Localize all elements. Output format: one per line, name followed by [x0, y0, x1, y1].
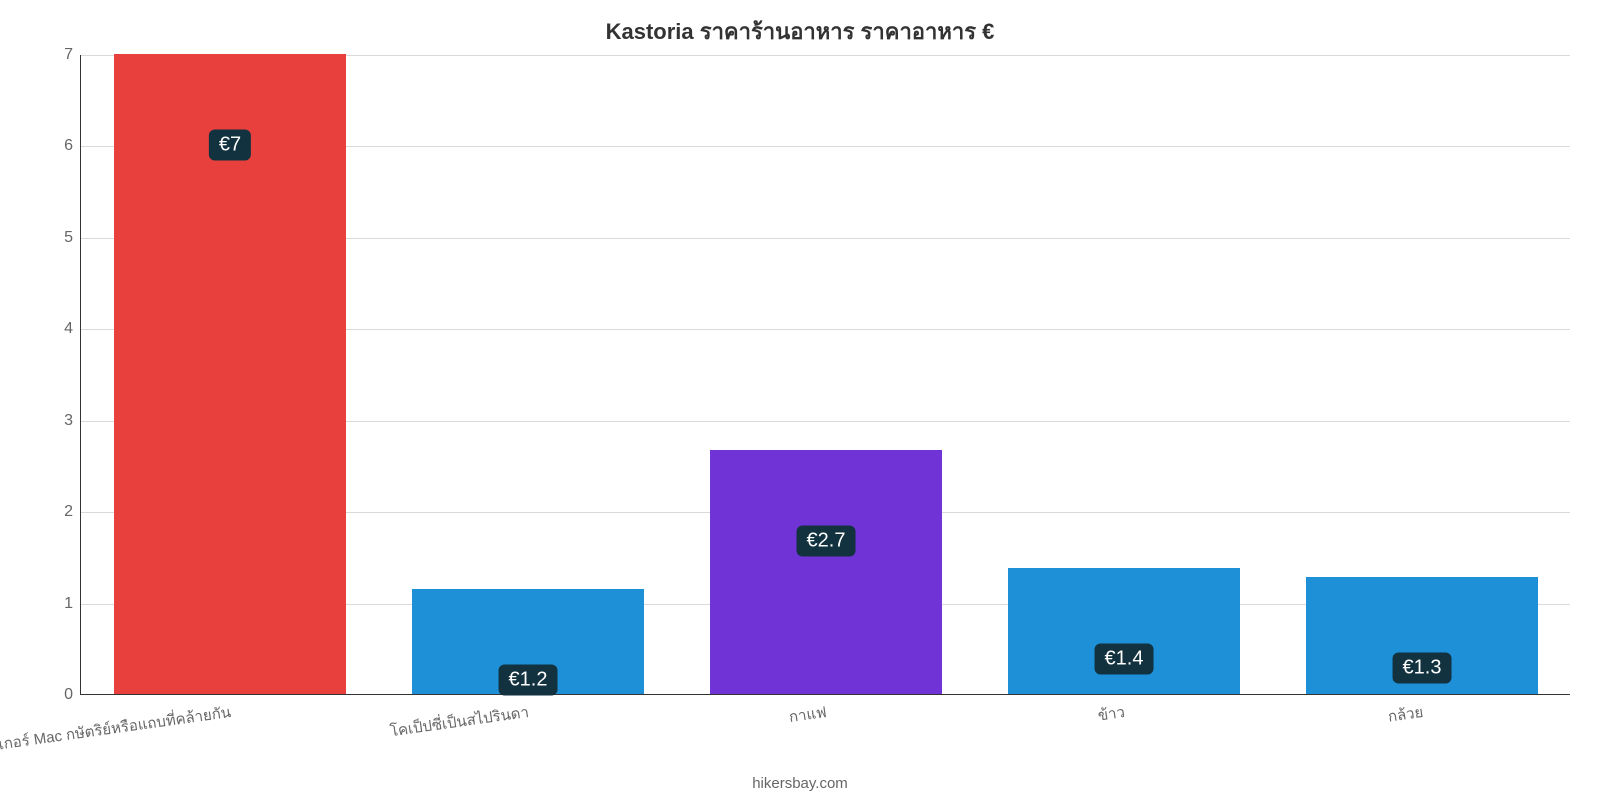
- bar: €1.2: [412, 589, 644, 694]
- value-badge: €7: [209, 130, 251, 161]
- value-badge: €2.7: [797, 525, 856, 556]
- x-tick-label: กาแฟ: [788, 700, 829, 729]
- y-tick-label: 1: [64, 595, 81, 613]
- value-badge: €1.4: [1095, 643, 1154, 674]
- bar: €7: [114, 54, 346, 694]
- y-tick-label: 4: [64, 320, 81, 338]
- value-badge: €1.2: [499, 664, 558, 695]
- y-tick-label: 3: [64, 412, 81, 430]
- y-tick-label: 6: [64, 137, 81, 155]
- y-tick-label: 2: [64, 503, 81, 521]
- plot-area: 01234567€7เบอร์เกอร์ Mac กษัตริย์หรือแถบ…: [80, 55, 1570, 695]
- x-tick-label: ข้าว: [1096, 700, 1126, 728]
- bar: €2.7: [710, 450, 942, 694]
- y-tick-label: 0: [64, 686, 81, 704]
- chart-title: Kastoria ราคาร้านอาหาร ราคาอาหาร €: [0, 14, 1600, 49]
- bar: €1.4: [1008, 568, 1240, 694]
- x-tick-label: โคเป็ปซี่เป็นสไปรินดา: [388, 700, 530, 743]
- x-tick-label: เบอร์เกอร์ Mac กษัตริย์หรือแถบที่คล้ายกั…: [0, 700, 232, 761]
- bar: €1.3: [1306, 577, 1538, 694]
- chart-container: Kastoria ราคาร้านอาหาร ราคาอาหาร € 01234…: [0, 0, 1600, 800]
- y-tick-label: 5: [64, 229, 81, 247]
- value-badge: €1.3: [1393, 652, 1452, 683]
- x-tick-label: กล้วย: [1386, 700, 1424, 729]
- attribution-text: hikersbay.com: [0, 775, 1600, 792]
- y-tick-label: 7: [64, 46, 81, 64]
